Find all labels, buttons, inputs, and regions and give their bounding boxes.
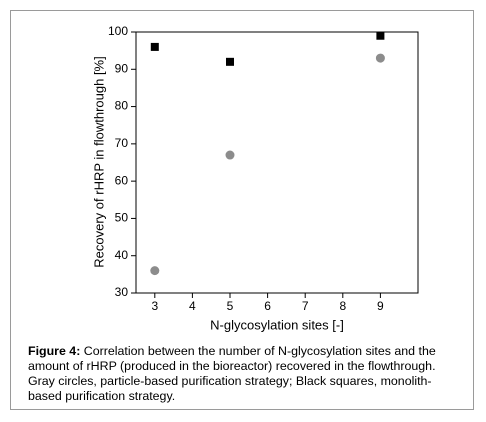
plot-frame [135,31,419,294]
y-tick-label: 80 [115,99,129,113]
y-tick-label: 40 [115,248,129,262]
x-tick-label: 3 [151,299,158,313]
circle-marker [375,53,385,63]
square-marker [226,57,234,66]
y-tick-label: 50 [115,211,129,225]
x-tick-label: 7 [302,299,309,313]
x-tick-label: 4 [189,299,196,313]
x-tick-label: 9 [377,299,384,313]
x-axis-label: N-glycosylation sites [-] [210,317,344,332]
y-tick-label: 90 [115,61,129,75]
square-marker [150,42,159,51]
y-tick-label: 100 [108,24,128,38]
square-marker [376,31,385,40]
x-tick-label: 6 [264,299,271,313]
figure-frame [10,10,474,410]
circle-marker [150,266,160,276]
y-axis-label: Recovery of rHRP in flowthrough [%] [91,56,106,267]
x-tick-label: 5 [227,299,234,313]
y-tick-label: 30 [115,285,129,299]
circle-marker [225,150,235,160]
chart: Recovery of rHRP in flowthrough [%] N-gl… [91,24,419,332]
y-tick-label: 60 [115,173,129,187]
caption: Figure 4: Correlation between the number… [28,344,464,404]
y-tick-label: 70 [115,136,129,150]
caption-label: Figure 4: [28,344,81,358]
caption-text: Correlation between the number of N-glyc… [28,344,436,403]
x-tick-label: 8 [339,299,346,313]
